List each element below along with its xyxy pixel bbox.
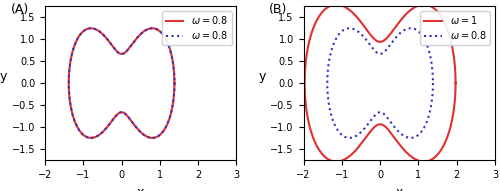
Y-axis label: y: y (258, 70, 266, 83)
Y-axis label: y: y (0, 70, 7, 83)
X-axis label: x: x (396, 186, 403, 191)
Text: (B): (B) (269, 3, 287, 16)
Text: (A): (A) (10, 3, 29, 16)
Legend: $\omega = 0.8$, $\omega = 0.8$: $\omega = 0.8$, $\omega = 0.8$ (162, 11, 232, 45)
Legend: $\omega = 1$, $\omega = 0.8$: $\omega = 1$, $\omega = 0.8$ (420, 11, 490, 45)
X-axis label: x: x (137, 186, 144, 191)
